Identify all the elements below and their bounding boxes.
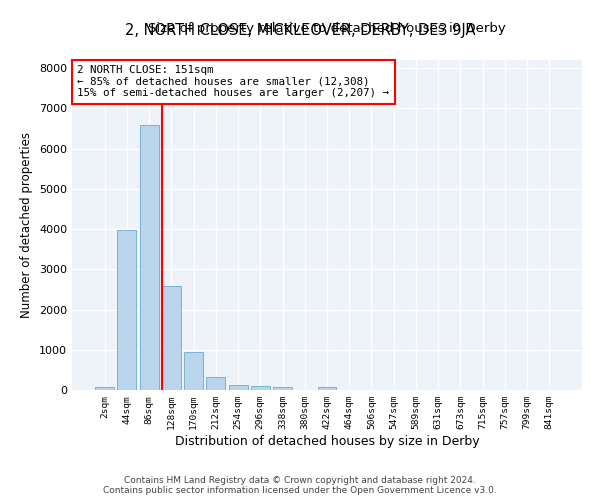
Text: Contains HM Land Registry data © Crown copyright and database right 2024.
Contai: Contains HM Land Registry data © Crown c… xyxy=(103,476,497,495)
Bar xyxy=(206,377,225,390)
Bar xyxy=(118,230,136,390)
Bar xyxy=(317,387,337,390)
Bar xyxy=(140,125,158,390)
Title: Size of property relative to detached houses in Derby: Size of property relative to detached ho… xyxy=(148,22,506,35)
X-axis label: Distribution of detached houses by size in Derby: Distribution of detached houses by size … xyxy=(175,435,479,448)
Bar xyxy=(229,386,248,390)
Text: 2, NORTH CLOSE, MICKLEOVER, DERBY, DE3 9JA: 2, NORTH CLOSE, MICKLEOVER, DERBY, DE3 9… xyxy=(125,22,475,38)
Bar xyxy=(251,386,270,390)
Bar xyxy=(273,388,292,390)
Bar xyxy=(184,352,203,390)
Y-axis label: Number of detached properties: Number of detached properties xyxy=(20,132,34,318)
Bar xyxy=(95,387,114,390)
Text: 2 NORTH CLOSE: 151sqm
← 85% of detached houses are smaller (12,308)
15% of semi-: 2 NORTH CLOSE: 151sqm ← 85% of detached … xyxy=(77,65,389,98)
Bar xyxy=(162,286,181,390)
